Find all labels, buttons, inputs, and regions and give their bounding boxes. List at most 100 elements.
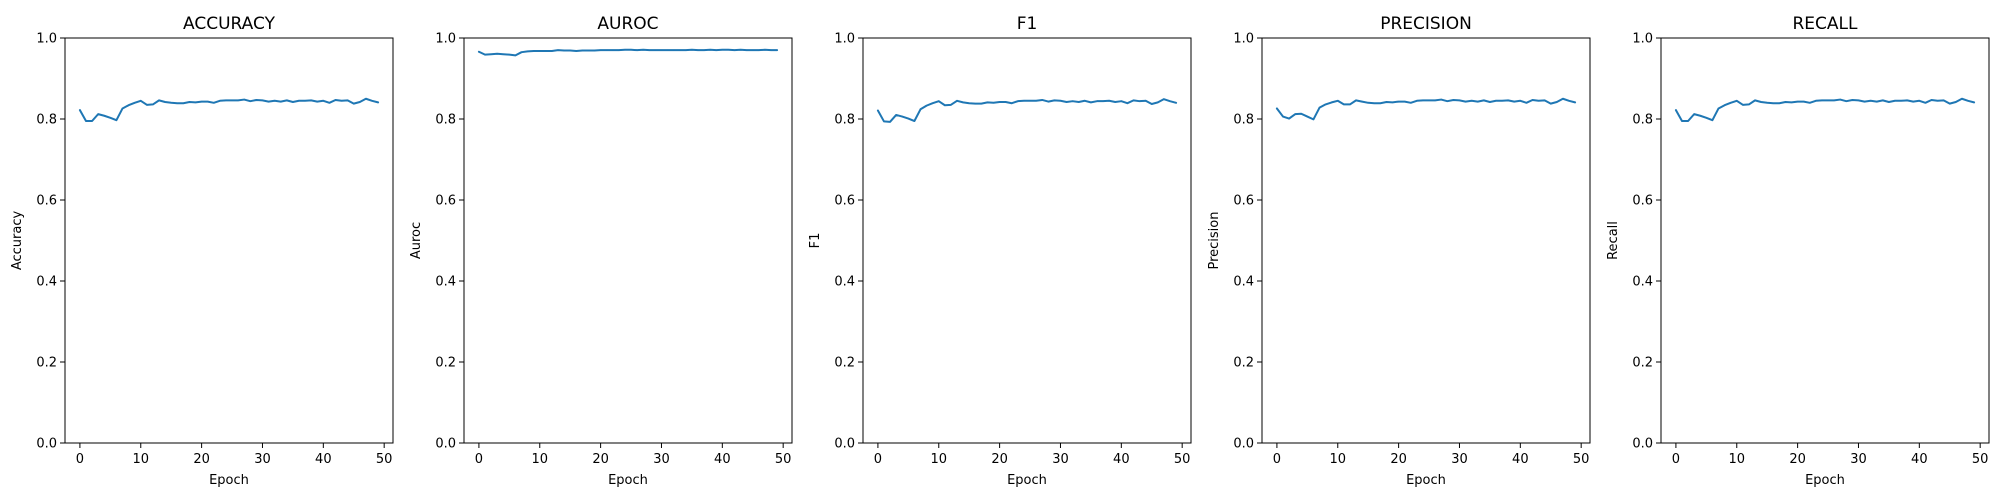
data-point: [950, 104, 952, 106]
data-point: [1766, 102, 1768, 104]
y-tick-label: 0.6: [435, 194, 456, 209]
data-point: [1876, 100, 1878, 103]
data-point: [1349, 103, 1351, 106]
data-point: [721, 49, 723, 51]
data-point: [630, 49, 632, 51]
x-tick-label: 50: [1174, 452, 1191, 467]
data-point: [1404, 100, 1406, 103]
y-tick-label: 1.0: [1632, 32, 1653, 47]
data-point: [606, 49, 608, 51]
series-line: [1674, 97, 1976, 123]
data-point: [280, 100, 282, 103]
data-point: [1495, 100, 1497, 102]
data-point: [1373, 102, 1375, 104]
x-tick-label: 10: [1329, 452, 1346, 467]
data-point: [304, 100, 306, 102]
data-point: [1760, 101, 1762, 103]
data-point: [1132, 99, 1135, 101]
data-point: [1157, 101, 1159, 103]
x-tick-label: 50: [376, 452, 393, 467]
x-tick-label: 30: [1052, 452, 1069, 467]
y-tick-label: 0.2: [1632, 356, 1653, 371]
data-point: [1446, 100, 1448, 102]
data-point: [660, 49, 663, 51]
data-point: [164, 101, 166, 103]
x-tick-label: 20: [592, 452, 609, 467]
data-point: [776, 49, 778, 51]
data-point: [249, 100, 251, 102]
x-tick-label: 30: [1451, 452, 1468, 467]
data-point: [925, 105, 928, 107]
data-point: [1276, 107, 1278, 110]
data-point: [1306, 115, 1308, 118]
data-point: [883, 120, 885, 123]
y-axis-label: Precision: [1207, 211, 1222, 269]
data-point: [1312, 118, 1315, 121]
data-point: [1416, 100, 1418, 102]
data-point: [1550, 103, 1552, 105]
data-point: [1544, 99, 1546, 101]
x-tick-label: 40: [1911, 452, 1928, 467]
data-point: [962, 101, 964, 103]
data-point: [103, 115, 105, 117]
recall-chart: RECALL 0 10 20 30 40 50 0.0 0.2 0.4 0.6 0.8 1.0 Epoch…: [1606, 14, 1990, 488]
data-point: [685, 49, 687, 51]
data-point: [1556, 101, 1558, 103]
data-point: [176, 102, 178, 104]
data-point: [1096, 100, 1098, 102]
data-point: [140, 100, 142, 102]
data-point: [1337, 100, 1339, 102]
x-tick-label: 0: [1273, 452, 1281, 467]
axes-frame: [64, 37, 394, 444]
data-point: [1803, 100, 1805, 103]
data-point: [551, 50, 553, 52]
data-point: [1053, 99, 1055, 101]
y-axis-label: Auroc: [409, 222, 424, 259]
data-point: [1973, 101, 1975, 103]
x-axis-label: Epoch: [1805, 473, 1845, 488]
y-axis-label: F1: [808, 233, 823, 249]
data-point: [758, 49, 760, 51]
data-point: [1489, 101, 1491, 103]
data-point: [1967, 100, 1969, 102]
data-point: [243, 98, 245, 101]
data-point: [1041, 99, 1043, 101]
data-point: [292, 101, 294, 103]
data-point: [1331, 101, 1333, 103]
data-point: [1711, 119, 1714, 121]
data-point: [974, 103, 976, 105]
data-point: [1072, 100, 1074, 102]
data-point: [1778, 102, 1780, 104]
data-point: [1282, 115, 1284, 118]
data-point: [1748, 103, 1750, 106]
data-point: [298, 100, 300, 102]
data-point: [1090, 101, 1092, 103]
x-tick-label: 10: [1728, 452, 1745, 467]
data-point: [679, 49, 681, 51]
data-point: [146, 104, 148, 106]
y-tick-label: 0.0: [1233, 437, 1254, 452]
y-tick-label: 0.8: [1233, 113, 1254, 128]
data-point: [1705, 117, 1707, 119]
data-point: [1501, 100, 1503, 102]
data-point: [1434, 99, 1436, 101]
data-point: [1839, 98, 1841, 101]
data-point: [1827, 99, 1829, 101]
data-point: [1047, 100, 1049, 103]
x-tick-label: 30: [254, 452, 271, 467]
data-point: [219, 100, 221, 102]
data-point: [1410, 102, 1412, 104]
data-point: [739, 49, 742, 51]
data-point: [1361, 100, 1363, 103]
data-point: [1483, 99, 1485, 101]
data-point: [1943, 99, 1945, 101]
y-axis-label: Accuracy: [10, 211, 25, 271]
data-point: [496, 53, 498, 55]
y-tick-label: 0.0: [36, 437, 57, 452]
data-point: [746, 49, 748, 51]
data-point: [895, 114, 897, 116]
data-point: [1108, 100, 1110, 102]
x-tick-label: 20: [991, 452, 1008, 467]
data-point: [121, 107, 124, 110]
data-point: [194, 101, 197, 103]
